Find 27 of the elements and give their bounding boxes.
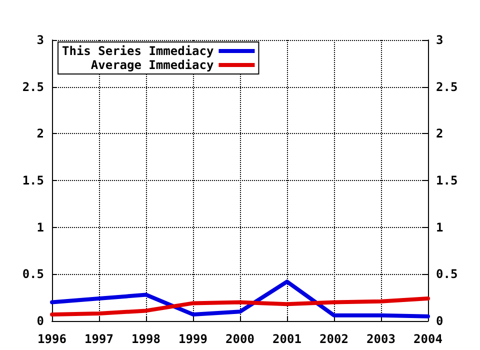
y-tick-label: 0.5	[22, 267, 44, 282]
y2-tick-label: 3	[436, 33, 444, 47]
y-tick-label: 2	[36, 126, 44, 141]
x-tick-label: 2001	[272, 332, 302, 346]
x-tick-label: 2002	[320, 332, 348, 346]
x-tick-label: 2003	[366, 332, 396, 346]
y-tick-label: 2.5	[22, 80, 44, 94]
x-tick-label: 2000	[226, 332, 254, 346]
x-tick-label: 1996	[38, 332, 66, 346]
y2-tick-label: 2	[436, 126, 444, 141]
y2-tick-label: 1	[436, 220, 444, 234]
x-tick-label: 1998	[132, 332, 160, 346]
y-tick-label: 1.5	[22, 174, 44, 188]
y2-tick-label: 1.5	[436, 174, 458, 188]
y-tick-label: 1	[36, 220, 44, 234]
x-tick-label: 1999	[178, 332, 208, 346]
legend-label: This Series Immediacy	[62, 44, 214, 58]
y2-tick-label: 2.5	[436, 80, 458, 94]
y2-tick-label: 0.5	[436, 267, 458, 282]
line-series	[50, 280, 430, 318]
x-tick-label: 2004	[414, 332, 442, 346]
x-tick-label: 1997	[84, 332, 114, 346]
legend-label: Average Immediacy	[90, 58, 214, 72]
y-tick-label: 3	[36, 33, 44, 47]
y2-tick-label: 0	[436, 314, 444, 328]
y-tick-label: 0	[36, 314, 44, 328]
line-series	[50, 296, 430, 316]
